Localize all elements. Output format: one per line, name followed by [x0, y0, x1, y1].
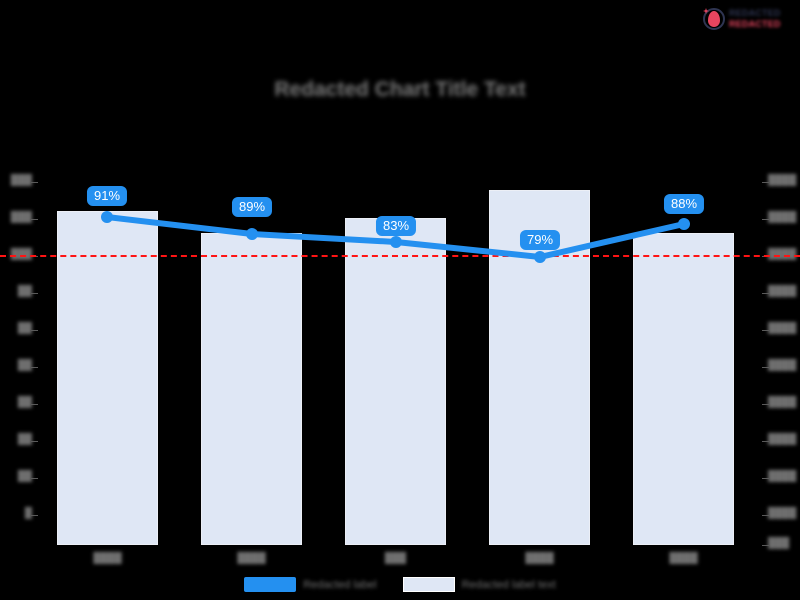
legend-swatch-2 [402, 577, 455, 592]
yright-layer-tick-mark-9 [762, 515, 769, 516]
line-point-4 [534, 251, 546, 263]
yright-layer-tick-mark-4 [762, 330, 769, 331]
line-point-1 [101, 211, 113, 223]
data-label-2: 89% [231, 197, 273, 217]
yleft-layer-tick-mark-6 [31, 404, 38, 405]
reference-line [0, 255, 800, 257]
yleft-layer-tick-label-6: ██ [17, 397, 32, 408]
yright-layer-tick-mark-3 [762, 293, 769, 294]
line-point-5 [678, 218, 690, 230]
legend-item-2[interactable]: Redacted label text [402, 577, 556, 592]
yleft-layer-tick-mark-7 [31, 441, 38, 442]
x-axis-label-3: ███ [384, 553, 407, 564]
yright-layer-tick-mark-5 [762, 367, 769, 368]
yright-layer-tick-label-7: ████ [768, 434, 797, 445]
yright-layer-tick-mark-7 [762, 441, 769, 442]
data-label-3: 83% [375, 216, 417, 236]
yleft-layer-tick-label-3: ██ [17, 286, 32, 297]
logo-line-1: REDACTED [729, 8, 781, 18]
yright-layer-tick-label-9: ████ [768, 508, 797, 519]
chart-legend: Redacted label Redacted label text [0, 577, 800, 592]
yright-layer-tick-mark-1 [762, 219, 769, 220]
yright-layer-tick-label-3: ████ [768, 286, 797, 297]
data-label-1: 91% [86, 186, 128, 206]
legend-swatch-1 [244, 577, 297, 592]
yleft-layer-tick-mark-0 [31, 182, 38, 183]
chart-title: Redacted Chart Title Text [274, 78, 526, 101]
yleft-layer-tick-mark-5 [31, 367, 38, 368]
yleft-layer-tick-label-8: ██ [17, 471, 32, 482]
x-axis-label-4: ████ [525, 553, 554, 564]
yleft-layer-tick-mark-1 [31, 219, 38, 220]
logo-text: REDACTED REDACTED [729, 9, 781, 29]
line-point-3 [390, 236, 402, 248]
line-point-2 [246, 228, 258, 240]
logo-line-2: REDACTED [729, 19, 781, 29]
yright-layer-tick-mark-6 [762, 404, 769, 405]
yleft-layer-tick-label-4: ██ [17, 323, 32, 334]
x-axis-label-2: ████ [237, 553, 266, 564]
yright-layer-tick-label-4: ████ [768, 323, 797, 334]
yleft-layer-tick-label-1: ███ [10, 212, 32, 223]
yleft-layer-tick-label-0: ███ [10, 175, 32, 186]
bar-2 [201, 233, 302, 545]
yright-layer-tick-label-10: ███ [768, 538, 790, 549]
yleft-layer-tick-mark-3 [31, 293, 38, 294]
yleft-layer-tick-label-2: ███ [10, 249, 32, 260]
yright-layer-tick-mark-8 [762, 478, 769, 479]
legend-label-1: Redacted label [303, 578, 377, 591]
yright-layer-tick-mark-0 [762, 182, 769, 183]
brand-logo: REDACTED REDACTED [702, 4, 794, 34]
logo-mark-icon [702, 7, 726, 31]
data-label-5: 88% [663, 194, 705, 214]
yright-layer-tick-label-2: ████ [768, 249, 797, 260]
yleft-layer-tick-label-5: ██ [17, 360, 32, 371]
yright-layer-tick-label-6: ████ [768, 397, 797, 408]
yright-layer-tick-label-0: ████ [768, 175, 797, 186]
legend-item-1[interactable]: Redacted label [244, 577, 377, 592]
yright-layer-tick-mark-10 [762, 545, 769, 546]
bar-5 [633, 233, 734, 545]
data-label-4: 79% [519, 230, 561, 250]
yleft-layer-tick-mark-4 [31, 330, 38, 331]
yleft-layer-tick-label-7: ██ [17, 434, 32, 445]
x-axis-label-5: ████ [669, 553, 698, 564]
legend-label-2: Redacted label text [461, 578, 556, 591]
yleft-layer-tick-label-9: █ [24, 508, 32, 519]
yright-layer-tick-label-8: ████ [768, 471, 797, 482]
yleft-layer-tick-mark-9 [31, 515, 38, 516]
x-axis-label-1: ████ [93, 553, 122, 564]
bar-3 [345, 218, 446, 545]
line-series-layer [101, 211, 690, 263]
yright-layer-tick-label-5: ████ [768, 360, 797, 371]
bar-1 [57, 211, 158, 545]
plot-area: ███ ███ ███ ██ ██ ██ ██ ██ ██ █ ████ ████ ████ ████ █… [0, 175, 800, 564]
yright-layer-tick-label-1: ████ [768, 212, 797, 223]
yleft-layer-tick-mark-8 [31, 478, 38, 479]
